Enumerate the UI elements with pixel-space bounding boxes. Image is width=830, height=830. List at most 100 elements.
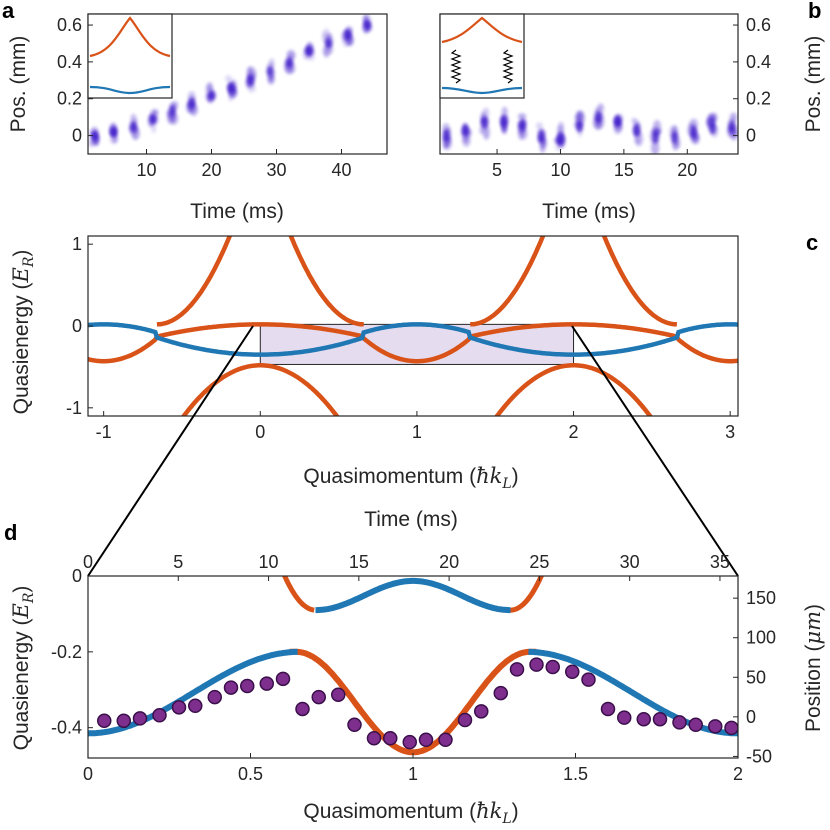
panel-b-y-tick-label: 0.4	[746, 52, 771, 72]
panel-d-y-tick-label: 0	[72, 566, 82, 586]
cloud-blob	[151, 109, 159, 116]
panel-d-data-point	[259, 676, 274, 691]
cloud-center	[130, 121, 137, 132]
panel-c-x-tick-label: -1	[96, 422, 112, 442]
cloud-blob	[671, 124, 677, 134]
panel-d-orange-lower-band	[289, 648, 537, 756]
panel-d-right-tick-label: 0	[746, 707, 756, 727]
cloud-center	[614, 114, 622, 127]
panel-d-top-tick-label: 10	[259, 552, 279, 572]
panel-d-orange-upper-band	[281, 576, 544, 613]
panel-a-x-tick-label: 20	[201, 160, 221, 180]
cloud-center	[728, 120, 736, 133]
panel-d-ylabel: Quasienergy (ER)	[9, 586, 37, 751]
panel-c-orange-lower-band	[180, 363, 653, 416]
cloud-center	[266, 66, 274, 77]
inset-upper-band	[441, 16, 523, 44]
panel-d-data-point	[116, 713, 131, 729]
cloud-center	[247, 75, 254, 86]
panel-d-data-point	[275, 671, 291, 687]
panel-d: 0 0.5 1 1.5 2 0 5 10 15 20 25 30 35 -0.4 -0.2 0 -50 0 5…	[9, 508, 825, 827]
cloud-center	[671, 131, 679, 144]
panel-d-data-point	[311, 689, 326, 705]
panel-d-x-tick-label: 1.5	[563, 764, 588, 784]
inset-lower-band	[89, 85, 171, 95]
panel-a-y-tick-label: 0.6	[57, 15, 82, 35]
panel-label-d: d	[4, 520, 17, 545]
cloud-center	[709, 122, 717, 135]
panel-d-data-point	[152, 708, 167, 723]
panel-d-right-tick-label: -50	[746, 746, 772, 766]
cloud-center	[537, 129, 545, 142]
cloud-center	[499, 114, 507, 127]
cloud-center	[91, 130, 98, 141]
cloud-blob	[651, 139, 660, 154]
cloud-blob	[501, 106, 508, 117]
cloud-center	[305, 45, 313, 56]
cloud-blob	[535, 122, 543, 130]
panel-d-top-tick-label: 35	[710, 552, 730, 572]
cloud-blob	[517, 113, 527, 120]
panel-c-x-tick-label: 3	[725, 422, 735, 442]
cloud-center	[556, 133, 564, 146]
panel-d-data-point	[652, 711, 668, 727]
panel-a-x-tick-label: 40	[331, 160, 351, 180]
cloud-center	[110, 126, 118, 137]
panel-c-zoom-region	[259, 323, 575, 365]
cloud-center	[595, 111, 603, 124]
cloud-center	[325, 38, 332, 49]
panel-a-x-tick-label: 30	[266, 160, 286, 180]
panel-d-data-point	[688, 717, 703, 733]
panel-c-ylabel: Quasienergy (ER)	[9, 250, 37, 415]
cloud-center	[575, 120, 583, 133]
panel-d-top-tick-label: 15	[349, 552, 369, 572]
panel-label-c: c	[806, 230, 818, 255]
cloud-center	[227, 82, 235, 93]
panel-d-data-point	[171, 700, 187, 715]
panel-d-blue-upper-band	[315, 577, 511, 614]
cloud-center	[188, 97, 196, 108]
zoom-connector-left	[87, 325, 254, 577]
panel-c-x-tick-label: 2	[569, 422, 579, 442]
panel-b-ylabel: Pos. (mm)	[802, 36, 825, 133]
panel-d-data-point	[457, 712, 473, 728]
cloud-blob	[225, 75, 232, 83]
panel-a-x-tick-label: 10	[136, 160, 156, 180]
cloud-blob	[729, 112, 738, 123]
panel-b-cloud-images	[442, 103, 738, 154]
panel-c-xlabel: Quasimomentum (ħkL)	[303, 464, 518, 492]
panel-d-right-tick-label: 150	[746, 588, 776, 608]
panel-d-top-xlabel: Time (ms)	[364, 508, 458, 531]
panel-d-data-point	[724, 720, 738, 736]
panel-d-x-tick-label: 1	[408, 764, 418, 784]
panel-b-x-tick-label: 10	[550, 160, 570, 180]
panel-c-y-tick-label: 0	[72, 316, 82, 336]
panel-c: -1 0 1 2 3 -1 0 1 Quasimomentum (ħkL) Quasiene…	[9, 234, 739, 492]
panel-a-y-tick-label: 0	[72, 126, 82, 146]
panel-d-top-tick-label: 5	[173, 552, 183, 572]
inset-lower-band	[441, 86, 523, 95]
panel-d-top-tick-label: 0	[83, 552, 93, 572]
panel-d-data-point	[223, 680, 239, 695]
panel-d-right-ylabel: Position (μm)	[801, 604, 825, 732]
panel-d-data-point	[188, 698, 203, 714]
panel-d-top-tick-label: 25	[529, 552, 549, 572]
cloud-center	[461, 124, 469, 137]
cloud-blob	[167, 112, 177, 125]
panel-d-data-point	[331, 687, 346, 702]
coupling-spring-icon	[502, 49, 514, 84]
cloud-center	[480, 116, 488, 129]
cloud-center	[149, 114, 157, 124]
cloud-center	[169, 104, 176, 115]
panel-d-data-point	[207, 689, 222, 705]
panel-label-b: b	[808, 0, 821, 23]
panel-c-x-tick-label: 0	[255, 422, 265, 442]
panel-d-data-point	[383, 730, 398, 746]
panel-b-x-tick-label: 15	[614, 160, 634, 180]
cloud-center	[364, 20, 371, 31]
panel-d-right-tick-label: 50	[746, 667, 766, 687]
panel-c-blue-band	[88, 322, 738, 357]
panel-a: 10 20 30 40 0 0.2 0.4 0.6 Time (ms) Pos. (mm)	[7, 13, 388, 223]
panel-a-xlabel: Time (ms)	[190, 200, 284, 223]
